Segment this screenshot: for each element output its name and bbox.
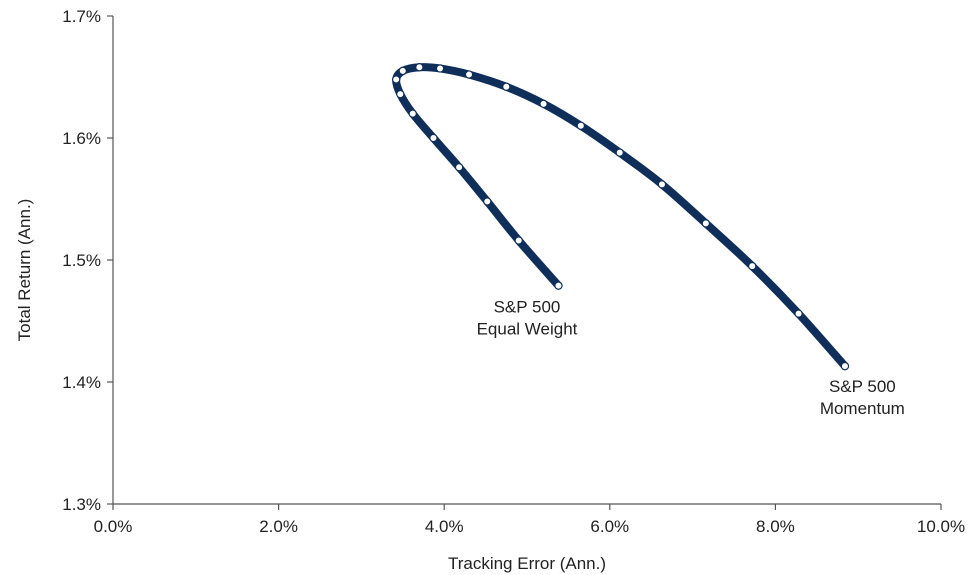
annotation-group: S&P 500 Equal Weight S&P 500 Momentum: [477, 297, 905, 417]
x-tick-label: 0.0%: [94, 517, 133, 536]
y-tick-label: 1.3%: [62, 495, 101, 514]
annotation-ew: S&P 500 Equal Weight: [477, 297, 578, 338]
tick-group: 1.3% 1.4% 1.5% 1.6% 1.7% 0.0% 2.0% 4.0% 6.0% 8.0%…: [62, 7, 965, 536]
x-tick-label: 2.0%: [259, 517, 298, 536]
data-point: [701, 219, 711, 228]
data-point: [435, 64, 445, 73]
annotation-mom: S&P 500 Momentum: [820, 377, 905, 418]
x-tick-label: 8.0%: [756, 517, 795, 536]
data-point: [483, 197, 492, 206]
data-point: [840, 361, 850, 371]
series-line: [392, 63, 849, 371]
data-point: [539, 99, 548, 109]
data-point: [396, 89, 405, 99]
data-point: [748, 261, 757, 271]
data-point: [514, 236, 523, 245]
x-tick-label: 10.0%: [917, 517, 965, 536]
data-point: [794, 309, 803, 318]
y-tick-label: 1.5%: [62, 251, 101, 270]
data-point: [415, 63, 424, 72]
y-tick-label: 1.7%: [62, 7, 101, 26]
axes: [112, 16, 941, 505]
data-point: [615, 148, 624, 157]
data-point: [454, 163, 464, 172]
data-point: [657, 180, 667, 189]
data-point: [398, 66, 407, 76]
data-point: [554, 281, 563, 290]
x-tick-label: 4.0%: [425, 517, 464, 536]
data-point: [429, 133, 438, 143]
data-point: [502, 82, 511, 91]
data-point: [464, 70, 474, 79]
x-axis-title: Tracking Error (Ann.): [448, 554, 606, 573]
data-point: [391, 75, 401, 84]
y-axis-title: Total Return (Ann.): [15, 199, 34, 342]
x-tick-label: 6.0%: [590, 517, 629, 536]
series-group: [391, 63, 850, 371]
data-point: [576, 121, 586, 131]
y-tick-label: 1.6%: [62, 129, 101, 148]
y-tick-label: 1.4%: [62, 373, 101, 392]
data-point: [408, 109, 417, 118]
